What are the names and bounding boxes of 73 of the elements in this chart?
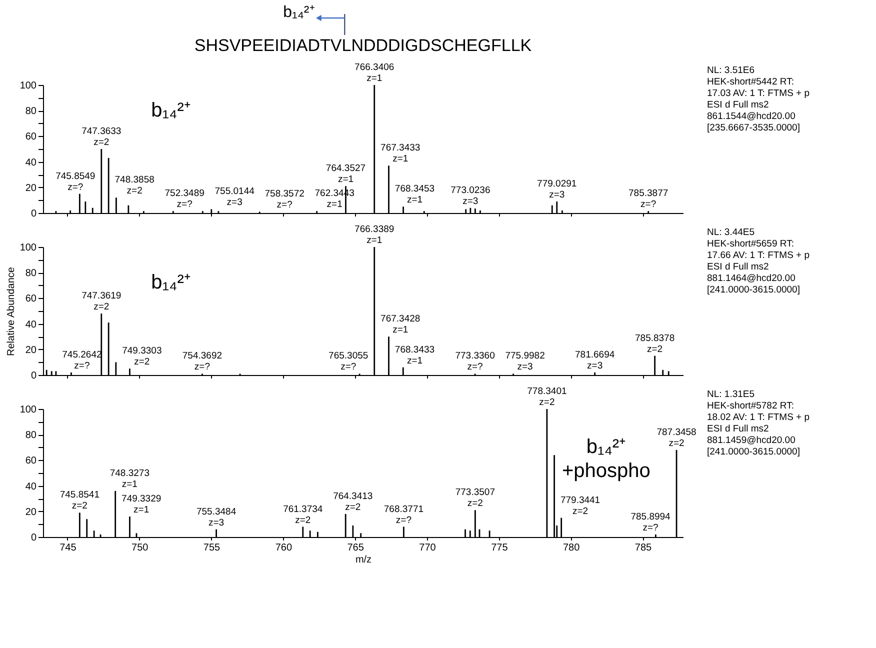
y-tick-label: 20	[25, 506, 37, 518]
x-tick-label: 760	[275, 542, 292, 554]
annotation: 755.3484 z=3	[196, 506, 236, 528]
y-tick-label: 80	[25, 430, 37, 442]
annotation: 775.9982 z=3	[505, 350, 545, 373]
y-tick-label: 100	[20, 242, 37, 254]
y-tick-label: 0	[30, 208, 37, 220]
annotation: 755.0144 z=3	[214, 186, 254, 208]
x-axis-title: m/z	[355, 554, 372, 566]
annotation: 765.3055 z=?	[328, 350, 368, 373]
annotation: 758.3572 z=?	[264, 188, 304, 211]
annotation: 766.3389 z=1	[354, 224, 394, 246]
x-tick-label: 775	[491, 542, 508, 554]
x-tick-label: 765	[347, 542, 364, 554]
y-tick-label: 100	[20, 80, 37, 92]
x-tick-label: 780	[562, 542, 580, 554]
x-tick-label: 770	[419, 542, 436, 554]
annotation: 773.3507 z=2	[455, 487, 495, 510]
annotation: 785.3877 z=?	[628, 188, 668, 210]
annotation: 781.6694 z=3	[575, 349, 615, 372]
annotation: 767.3433 z=1	[380, 142, 420, 165]
x-tick-label: 750	[132, 542, 149, 554]
annotation: 785.8994 z=?	[630, 511, 670, 534]
annotation: 787.3458 z=2	[656, 426, 696, 449]
y-tick-label: 0	[30, 532, 37, 544]
y-tick-label: 20	[25, 344, 37, 356]
annotation: 752.3489 z=?	[164, 188, 204, 210]
y-tick-label: 40	[25, 319, 37, 330]
annotation: b₁₄²⁺	[151, 99, 191, 122]
x-tick-label: 755	[203, 542, 221, 554]
annotation: 749.3329 z=1	[122, 494, 162, 516]
annotation: b₁₄²⁺ +phospho	[562, 436, 650, 482]
y-tick-label: 60	[25, 132, 37, 143]
annotation: 754.3692 z=?	[182, 350, 222, 373]
x-tick-label: 785	[634, 542, 652, 554]
annotation: 748.3273 z=1	[110, 468, 150, 490]
annotation: 749.3303 z=2	[122, 346, 162, 368]
y-tick-label: 100	[20, 404, 37, 416]
annotation: 773.0236 z=3	[450, 184, 490, 207]
y-tick-label: 80	[25, 106, 37, 118]
annotation: 745.8541 z=2	[60, 490, 100, 512]
y-tick-label: 40	[25, 481, 37, 492]
annotation: 778.3401 z=2	[527, 386, 567, 408]
annotation: 779.3441 z=2	[560, 494, 600, 517]
chart-subtitle: b₁₄²⁺	[283, 4, 314, 21]
annotation: b₁₄²⁺	[151, 272, 191, 294]
annotation: 767.3428 z=1	[380, 314, 420, 336]
x-tick-label: 745	[60, 542, 77, 554]
text: NL: 3.51E6 HEK-short#5442 RT: 17.03 AV: 1 T: FTMS + p ESI d Full ms2 861.1544@hcd20.00 [235.6667-3535.0000]	[707, 65, 810, 134]
y-tick-label: 60	[25, 294, 37, 305]
annotation: 764.3413 z=2	[333, 490, 373, 513]
annotation: 779.0291 z=3	[537, 178, 577, 200]
annotation: 768.3453 z=1	[394, 184, 435, 206]
text: NL: 3.44E5 HEK-short#5659 RT: 17.66 AV: 1 T: FTMS + p ESI d Full ms2 881.1464@hcd20.00 [241.0000-3615.0000]	[707, 227, 810, 296]
y-tick-label: 80	[25, 268, 37, 280]
annotation: 768.3771 z=?	[384, 504, 424, 526]
annotation: 773.3360 z=?	[455, 350, 495, 373]
y-tick-label: 0	[30, 370, 37, 382]
annotation: 761.3734 z=2	[283, 504, 323, 526]
annotation: 764.3527 z=1	[326, 163, 366, 186]
annotation: 768.3433 z=1	[394, 344, 435, 366]
y-axis-title: Relative Abundance	[6, 266, 17, 356]
y-tick-label: 20	[25, 182, 37, 194]
chart-title: SHSVPEEIDIADTVLNDDDIGDSCHEGFLLK	[194, 36, 532, 55]
annotation: 748.3858 z=2	[114, 174, 154, 197]
annotation: 747.3633 z=2	[82, 126, 122, 148]
annotation: 785.8378 z=2	[635, 332, 675, 355]
y-tick-label: 40	[25, 157, 37, 168]
y-tick-label: 60	[25, 456, 37, 467]
text: NL: 1.31E5 HEK-short#5782 RT: 18.02 AV: 1 T: FTMS + p ESI d Full ms2 881.1459@hcd20.00 [241.0000-3615.0000]	[707, 389, 810, 458]
annotation: 766.3406 z=1	[354, 62, 394, 84]
annotation: 745.8549 z=?	[56, 170, 96, 193]
annotation: 747.3619 z=2	[82, 290, 122, 313]
